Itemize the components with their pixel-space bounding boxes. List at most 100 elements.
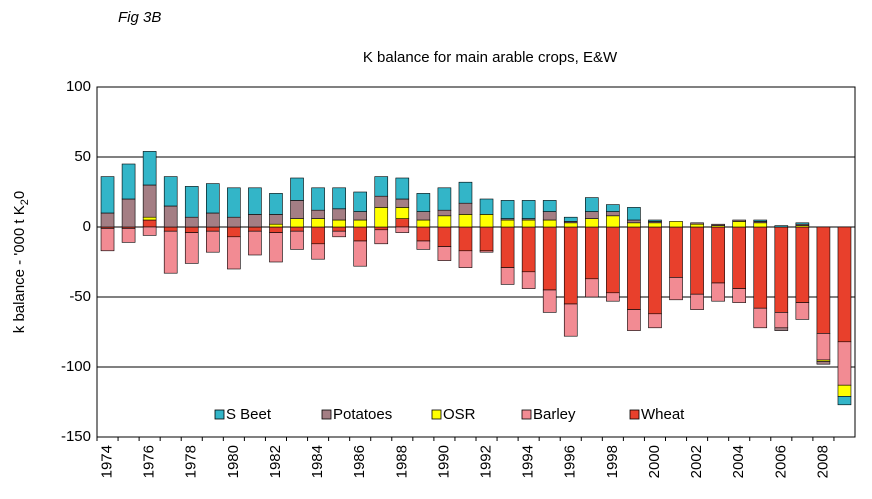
bar-segment (563, 303, 578, 337)
bar-segment (269, 232, 283, 263)
bar-segment (142, 151, 157, 186)
legend-label: OSR (443, 406, 476, 423)
bar-segment (142, 216, 157, 221)
y-tick-label: -100 (61, 358, 91, 375)
bar-segment (690, 226, 704, 295)
bar-segment (374, 176, 389, 197)
bar-segment (332, 226, 346, 232)
bar-segment (542, 289, 557, 313)
y-tick-label: -50 (69, 288, 91, 305)
x-tick-label: 1982 (267, 445, 284, 478)
bar-segment (753, 219, 768, 222)
legend-swatch (629, 409, 640, 420)
bar-segment (627, 207, 641, 221)
x-tick-label: 1990 (435, 445, 452, 478)
bar-segment (585, 226, 599, 280)
y-label-suffix: 0 (11, 191, 28, 199)
bar-segment (669, 277, 683, 301)
bar-segment (437, 226, 452, 247)
bar-segment (248, 230, 262, 256)
bar-segment (837, 341, 852, 386)
bar-segment (669, 221, 683, 228)
x-tick-label: 2002 (688, 445, 705, 478)
bar-segment (332, 230, 346, 238)
bar-segment (732, 288, 746, 303)
bar-segment (206, 226, 220, 232)
bar-segment (353, 219, 367, 228)
bar-segment (437, 246, 452, 261)
bar-segment (269, 226, 283, 233)
bar-segment (521, 226, 536, 273)
bar-segment (627, 222, 641, 228)
y-tick-label: -150 (61, 428, 91, 445)
bar-segment (669, 226, 683, 278)
bar-segment (290, 218, 304, 228)
bar-segment (395, 177, 410, 200)
bar-segment (374, 226, 389, 231)
bar-segment (753, 222, 768, 228)
legend-swatch (521, 409, 532, 420)
bar-segment (627, 226, 641, 310)
bar-segment (458, 181, 473, 204)
bar-segment (121, 228, 136, 243)
bar-segment (648, 219, 662, 222)
bar-segment (374, 207, 389, 228)
bar-segment (563, 226, 578, 305)
bar-segment (227, 216, 241, 228)
bar-segment (227, 236, 241, 270)
bar-segment (542, 211, 557, 221)
bar-segment (479, 198, 494, 215)
bar-segment (816, 226, 831, 334)
bar-segment (416, 193, 431, 212)
bar-segment (416, 219, 431, 228)
bar-segment (500, 200, 515, 219)
bar-segment (711, 282, 725, 302)
x-tick-label: 1988 (393, 445, 410, 478)
bar-segment (837, 396, 852, 406)
bar-segment (774, 225, 789, 228)
bar-segment (795, 226, 810, 303)
bar-segment (500, 226, 515, 268)
bar-segment (163, 176, 178, 207)
bar-segment (227, 187, 241, 218)
bar-segment (837, 226, 852, 343)
bar-segment (290, 200, 304, 219)
x-tick-label: 1996 (562, 445, 579, 478)
bar-segment (690, 222, 704, 225)
x-tick-label: 2000 (646, 445, 663, 478)
bar-segment (184, 186, 199, 218)
bar-segment (774, 226, 789, 313)
bar-segment (290, 226, 304, 232)
bar-segment (606, 211, 620, 217)
bar-segment (753, 307, 768, 329)
bar-segment (479, 226, 494, 252)
bar-segment (353, 211, 367, 221)
bar-segment (311, 226, 325, 245)
bar-segment (711, 226, 725, 284)
bar-segment (795, 222, 810, 225)
legend-label: S Beet (226, 406, 272, 423)
bar-segment (374, 195, 389, 208)
bar-segment (732, 226, 746, 289)
bar-segment (648, 222, 662, 228)
bar-segment (585, 197, 599, 212)
bar-segment (648, 313, 662, 329)
bar-segment (711, 223, 725, 226)
x-tick-label: 1998 (604, 445, 621, 478)
bar-segment (142, 219, 157, 228)
bar-segment (479, 214, 494, 228)
legend-swatch (431, 409, 442, 420)
x-tick-label: 1986 (351, 445, 368, 478)
bar-segment (542, 226, 557, 291)
bar-segment (121, 163, 136, 200)
bar-segment (248, 214, 262, 228)
legend-label: Barley (533, 406, 576, 423)
chart-title: K balance for main arable crops, E&W (363, 49, 618, 66)
bar-segment (184, 232, 199, 264)
bar-segment (521, 200, 536, 219)
legend-swatch (321, 409, 332, 420)
legend-swatch (214, 409, 225, 420)
x-tick-label: 1994 (520, 445, 537, 478)
bar-segment (332, 208, 346, 221)
x-tick-label: 1978 (183, 445, 200, 478)
